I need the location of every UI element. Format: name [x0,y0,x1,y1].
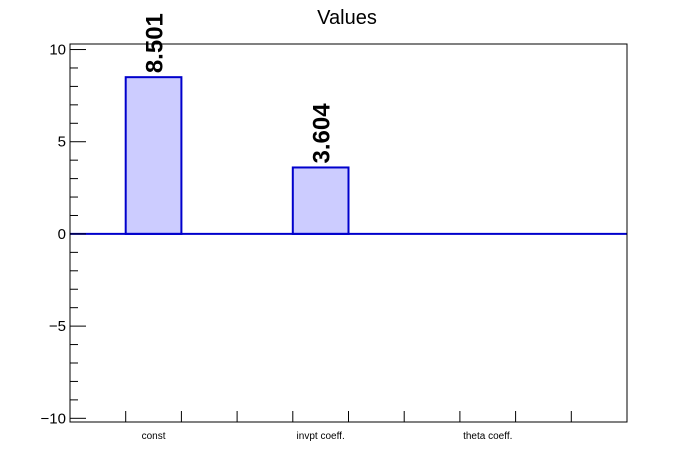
bar [291,166,350,235]
axis-layer [70,49,572,422]
y-tick-label: 10 [49,42,66,59]
data-label: 3.604 [309,103,336,164]
x-tick-label: invpt coeff. [297,431,345,442]
bar [124,76,183,235]
labels-layer: 8.501 const 3.604 invpt coeff. theta coeff. 1… [41,13,513,442]
data-label: 8.501 [142,13,169,73]
x-tick-label: theta coeff. [463,431,512,442]
bars-layer [124,76,350,235]
chart-title: Values [317,7,377,29]
y-tick-label: 0 [58,226,66,243]
y-tick-label: −10 [41,410,66,427]
y-tick-label: −5 [49,318,66,335]
y-tick-label: 5 [58,134,66,151]
x-tick-label: const [142,431,166,442]
